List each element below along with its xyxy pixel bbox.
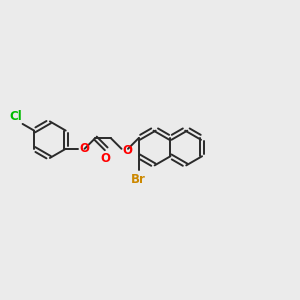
Text: O: O bbox=[123, 143, 133, 157]
Text: Br: Br bbox=[131, 173, 146, 186]
Text: O: O bbox=[79, 142, 89, 155]
Text: Cl: Cl bbox=[9, 110, 22, 123]
Text: O: O bbox=[100, 152, 111, 165]
